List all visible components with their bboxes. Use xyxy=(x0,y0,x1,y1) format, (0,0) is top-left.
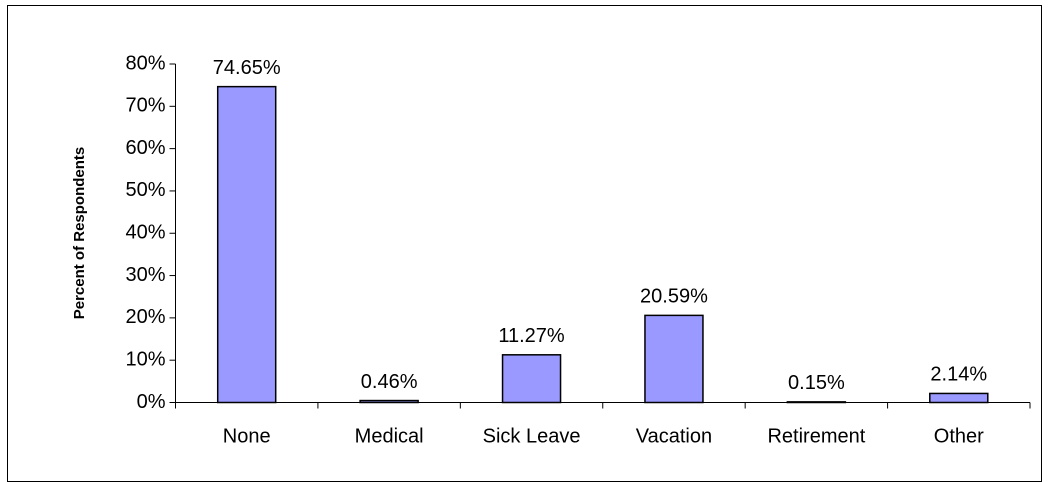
y-tick-label: 10% xyxy=(125,348,165,370)
x-tick-label: Vacation xyxy=(636,425,712,447)
bar xyxy=(359,399,419,404)
y-tick-label: 50% xyxy=(125,179,165,201)
bar xyxy=(216,85,277,404)
value-label: 0.46% xyxy=(361,371,418,393)
y-tick-label: 70% xyxy=(125,95,165,117)
y-tick-label: 20% xyxy=(125,306,165,328)
value-label: 20.59% xyxy=(640,286,708,308)
value-label: 0.15% xyxy=(788,372,845,394)
x-tick-label: Sick Leave xyxy=(483,425,581,447)
bar xyxy=(786,401,847,404)
y-tick-label: 0% xyxy=(137,391,166,413)
x-tick-label: Medical xyxy=(355,425,424,447)
value-label: 11.27% xyxy=(498,325,565,347)
y-tick-label: 30% xyxy=(125,264,165,286)
value-label: 74.65% xyxy=(213,57,281,79)
y-tick-label: 60% xyxy=(125,137,165,159)
bar xyxy=(501,354,562,404)
x-tick-label: None xyxy=(223,425,271,447)
x-tick-label: Retirement xyxy=(767,425,865,447)
y-tick-label: 80% xyxy=(125,52,165,74)
y-tick-label: 40% xyxy=(125,222,165,244)
value-label: 2.14% xyxy=(930,364,987,386)
bar xyxy=(644,314,704,404)
bar xyxy=(929,392,989,404)
x-tick-label: Other xyxy=(934,425,984,447)
y-axis-title: Percent of Respondents xyxy=(71,147,88,320)
